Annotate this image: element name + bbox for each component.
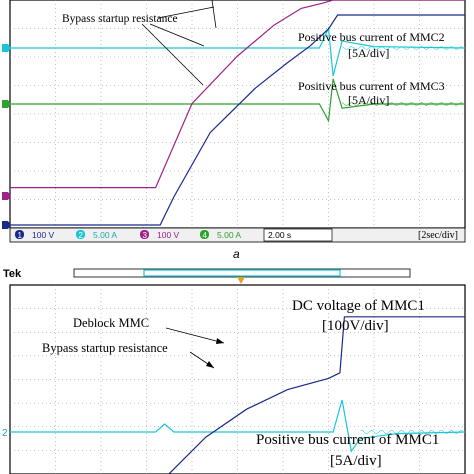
ch3-badge (140, 230, 149, 239)
panel-a-scope: Bypass startup resistance Positive bus c… (2, 0, 466, 229)
ch1-scale: 100 V (32, 230, 55, 240)
ch2-scale: 5.00 A (93, 230, 117, 240)
ch4-marker-a (2, 100, 11, 108)
trace-label-mmc3-scale: [5A/div] (348, 93, 389, 107)
ch3-scale: 100 V (157, 230, 180, 240)
trace-label-mmc1-current: Positive bus current of MMC1 (256, 432, 439, 448)
ch4-badge-num: 4 (203, 231, 208, 240)
annotation-deblock: Deblock MMC (73, 316, 149, 330)
ch3-badge-num: 3 (143, 231, 148, 240)
ch1-badge-num: 1 (18, 231, 23, 240)
trace-mmc3-current (10, 78, 465, 123)
panel-a-traces (10, 0, 466, 226)
trace-label-dc-voltage-scale: [100V/div] (322, 318, 389, 334)
annotation-bypass-a: Bypass startup resistance (62, 13, 178, 25)
trace-mmc1-current (10, 399, 466, 453)
status-bar-bg (9, 227, 466, 243)
trace-label-mmc2-scale: [5A/div] (348, 46, 389, 60)
panel-b-traces (10, 316, 466, 474)
arrow-bypass-a-2 (149, 23, 205, 47)
annotation-bypass-b: Bypass startup resistance (42, 341, 168, 355)
arrow-bypass-a-1 (157, 6, 215, 19)
arrow-deblock (165, 327, 225, 344)
trace-mmc1-current-noise (360, 429, 463, 435)
trace-mmc2-current (10, 26, 466, 77)
timebase-value: 2.00 s (268, 230, 291, 240)
panel-a-channel-markers (2, 44, 11, 229)
trace-label-mmc1-current-scale: [5A/div] (330, 453, 382, 469)
scope-status-bar: 1 100 V 2 5.00 A 3 100 V 4 5.00 A 2.00 s… (9, 227, 466, 243)
trace-mmc3-current-noise (341, 101, 463, 107)
arrow-bypass-b-head (206, 361, 214, 368)
ch2-marker-b: 2 (2, 428, 8, 439)
trace-label-dc-voltage: DC voltage of MMC1 (292, 298, 425, 314)
trace-mmc2-current-noise (341, 45, 463, 51)
ch4-scale: 5.00 A (217, 230, 241, 240)
ch1-badge (15, 230, 24, 239)
time-per-div-label: [2sec/div] (418, 230, 458, 241)
trace-dc-voltage-mmc1 (168, 316, 465, 474)
ch2-marker-a (2, 44, 11, 52)
trace-label-mmc2: Positive bus current of MMC2 (298, 30, 445, 44)
record-bar-window (143, 269, 341, 277)
panel-a-caption: a (233, 247, 240, 261)
arrow-deblock-head (216, 338, 224, 344)
trace-label-mmc3: Positive bus current of MMC3 (298, 79, 445, 93)
panel-a-frame (9, 0, 466, 229)
panel-b-scope: Tek 2 Deblock MMC Bypass startup resista… (2, 268, 466, 474)
ch1-marker-a (2, 221, 11, 229)
tek-label: Tek (3, 268, 22, 280)
timebase-box (263, 228, 333, 242)
ch4-badge (200, 230, 209, 239)
ch2-badge (76, 230, 85, 239)
ch3-marker-a (2, 192, 11, 200)
arrow-bypass-a-3 (141, 23, 204, 86)
trigger-position-icon (237, 277, 245, 284)
arrow-top-a (211, 0, 217, 29)
trace-ch3 (10, 0, 465, 189)
ch2-badge-num: 2 (79, 231, 84, 240)
trace-dc-voltage-ch1 (10, 14, 465, 226)
